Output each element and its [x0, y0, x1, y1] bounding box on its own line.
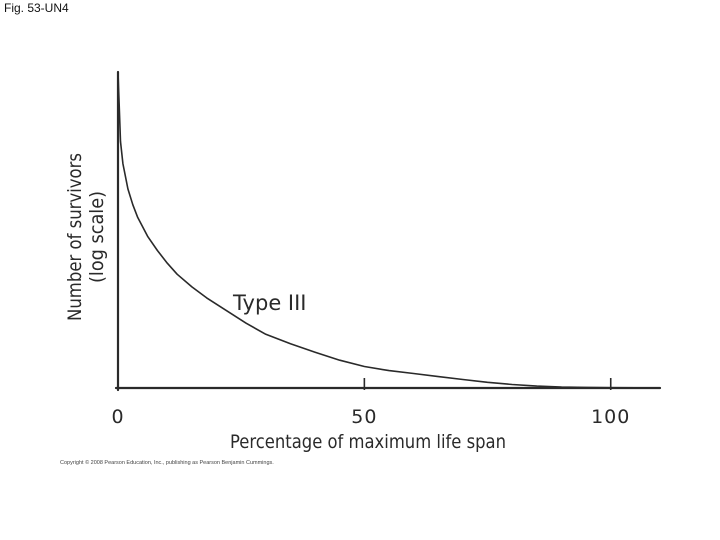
copyright-notice: Copyright © 2008 Pearson Education, Inc.… — [60, 460, 274, 466]
survivorship-curve — [117, 71, 661, 389]
y-axis-title: Number of survivors — [64, 153, 86, 321]
x-tick-label: 0 — [111, 406, 124, 428]
figure-label: Fig. 53-UN4 — [4, 1, 69, 15]
x-tick-label: 50 — [351, 406, 377, 428]
y-axis-subtitle: (log scale) — [86, 191, 108, 283]
x-axis-title: Percentage of maximum life span — [230, 431, 506, 453]
curve-type-label: Type III — [232, 291, 307, 315]
x-tick-label: 100 — [591, 406, 630, 428]
